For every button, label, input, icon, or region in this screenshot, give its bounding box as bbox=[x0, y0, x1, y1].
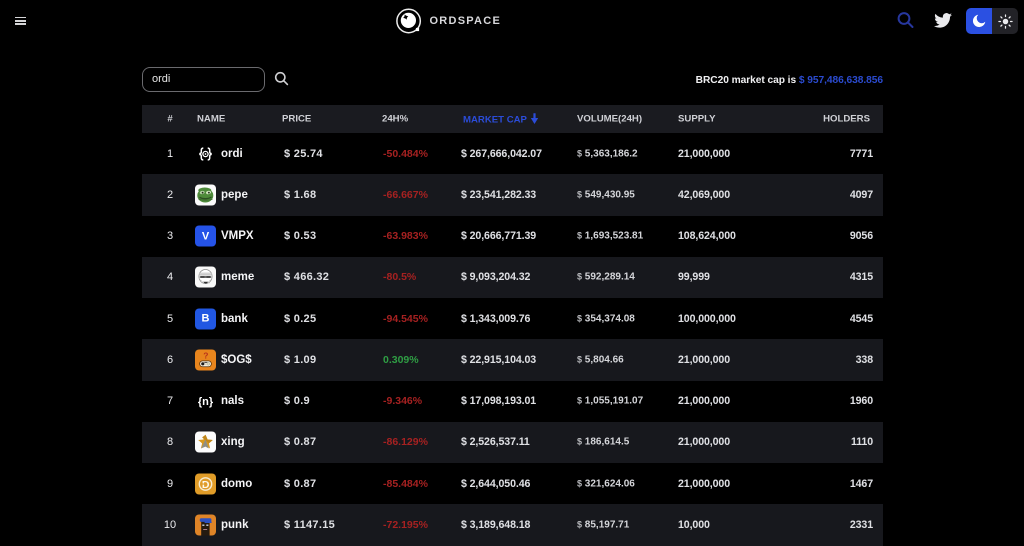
svg-text:{n}: {n} bbox=[198, 396, 214, 408]
svg-text:D: D bbox=[202, 478, 210, 490]
svg-text:?: ? bbox=[203, 351, 208, 361]
